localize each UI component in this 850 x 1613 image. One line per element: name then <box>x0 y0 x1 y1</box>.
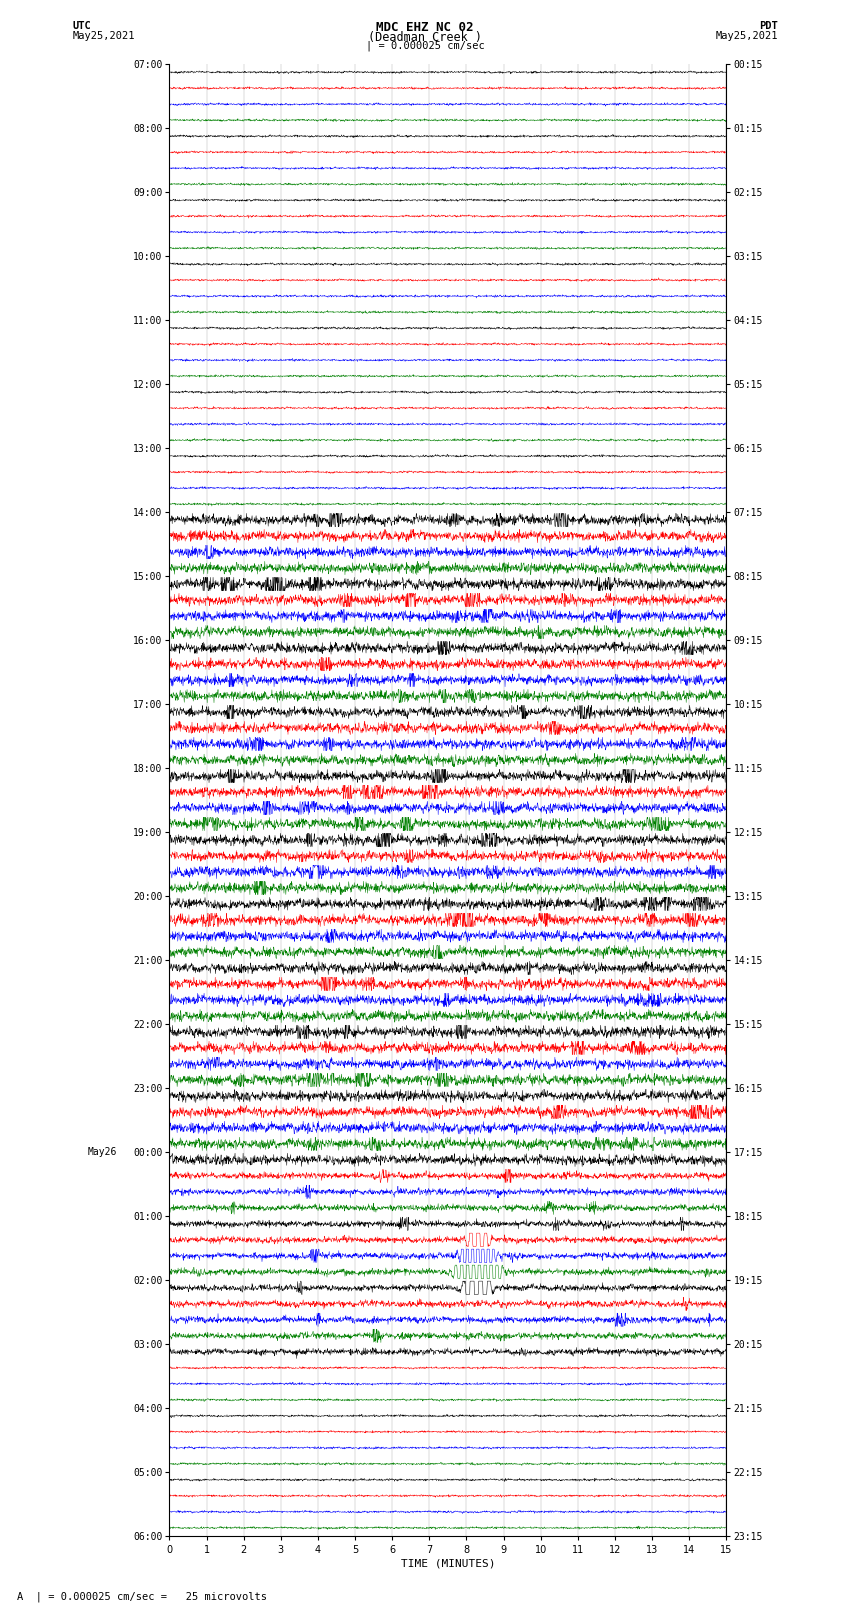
Text: MDC EHZ NC 02: MDC EHZ NC 02 <box>377 21 473 34</box>
X-axis label: TIME (MINUTES): TIME (MINUTES) <box>400 1560 496 1569</box>
Text: UTC: UTC <box>72 21 91 31</box>
Text: (Deadman Creek ): (Deadman Creek ) <box>368 31 482 44</box>
Text: May26: May26 <box>88 1147 116 1157</box>
Text: | = 0.000025 cm/sec: | = 0.000025 cm/sec <box>366 40 484 52</box>
Text: May25,2021: May25,2021 <box>72 31 135 40</box>
Text: PDT: PDT <box>759 21 778 31</box>
Text: May25,2021: May25,2021 <box>715 31 778 40</box>
Text: A  | = 0.000025 cm/sec =   25 microvolts: A | = 0.000025 cm/sec = 25 microvolts <box>17 1590 267 1602</box>
